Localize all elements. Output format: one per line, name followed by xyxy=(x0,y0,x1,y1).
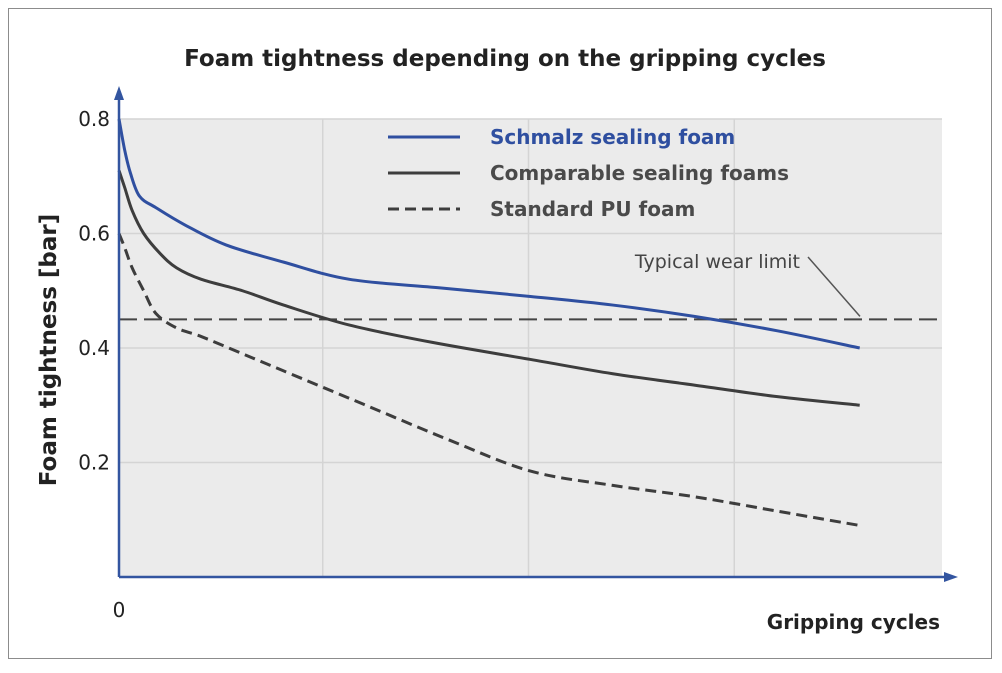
legend-label-0: Schmalz sealing foam xyxy=(490,125,735,149)
y-tick-label: 0.8 xyxy=(78,107,110,131)
series-line-2 xyxy=(117,232,860,527)
y-axis-arrow xyxy=(114,86,124,100)
y-tick-label: 0.4 xyxy=(78,336,110,360)
series-line-0 xyxy=(117,118,861,350)
tick-labels: 0.2 0.4 0.6 0.8 0 xyxy=(78,107,125,622)
reference-line-group: Typical wear limit xyxy=(119,251,942,321)
axes xyxy=(114,86,958,582)
series-line-1 xyxy=(117,170,860,407)
legend-label-2: Standard PU foam xyxy=(490,197,695,221)
grid xyxy=(119,118,942,577)
y-tick-label: 0.2 xyxy=(78,451,110,475)
y-axis-label: Foam tightness [bar] xyxy=(36,214,62,487)
reference-line-leader xyxy=(807,256,861,317)
y-tick-label: 0.6 xyxy=(78,222,110,246)
x-tick-label: 0 xyxy=(113,598,126,622)
legend: Schmalz sealing foam Comparable sealing f… xyxy=(388,125,789,221)
legend-label-1: Comparable sealing foams xyxy=(490,161,789,185)
reference-line-label: Typical wear limit xyxy=(634,251,800,273)
chart-title: Foam tightness depending on the gripping… xyxy=(184,46,826,72)
x-axis-arrow xyxy=(944,572,958,582)
series-group xyxy=(117,118,861,527)
x-axis-label: Gripping cycles xyxy=(767,610,940,634)
